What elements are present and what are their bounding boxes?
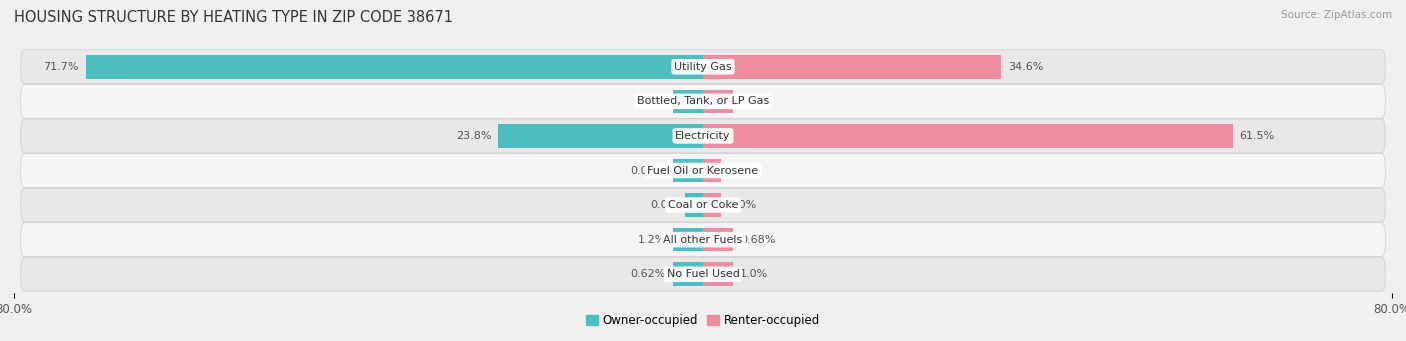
- Bar: [498, 124, 703, 148]
- Bar: [703, 55, 1001, 78]
- Text: 1.0%: 1.0%: [740, 269, 768, 279]
- Bar: [673, 159, 703, 182]
- Bar: [673, 263, 703, 286]
- Text: 34.6%: 34.6%: [1008, 62, 1043, 72]
- Text: All other Fuels: All other Fuels: [664, 235, 742, 244]
- Text: 0.62%: 0.62%: [631, 269, 666, 279]
- Text: 71.7%: 71.7%: [44, 62, 79, 72]
- Bar: [703, 263, 733, 286]
- Bar: [685, 193, 703, 217]
- Bar: [703, 228, 733, 251]
- FancyBboxPatch shape: [21, 84, 1385, 118]
- Text: 61.5%: 61.5%: [1240, 131, 1275, 141]
- Text: Electricity: Electricity: [675, 131, 731, 141]
- Text: 23.8%: 23.8%: [456, 131, 491, 141]
- Text: 0.0%: 0.0%: [650, 200, 678, 210]
- Bar: [703, 124, 1233, 148]
- FancyBboxPatch shape: [21, 223, 1385, 257]
- Text: 2.2%: 2.2%: [740, 97, 769, 106]
- Bar: [703, 193, 721, 217]
- FancyBboxPatch shape: [21, 188, 1385, 222]
- Legend: Owner-occupied, Renter-occupied: Owner-occupied, Renter-occupied: [581, 309, 825, 331]
- Text: Coal or Coke: Coal or Coke: [668, 200, 738, 210]
- FancyBboxPatch shape: [21, 119, 1385, 153]
- Text: Fuel Oil or Kerosene: Fuel Oil or Kerosene: [647, 165, 759, 176]
- Text: Source: ZipAtlas.com: Source: ZipAtlas.com: [1281, 10, 1392, 20]
- Text: 0.06%: 0.06%: [631, 165, 666, 176]
- Bar: [673, 228, 703, 251]
- FancyBboxPatch shape: [21, 153, 1385, 188]
- Bar: [703, 159, 721, 182]
- Bar: [86, 55, 703, 78]
- Text: Bottled, Tank, or LP Gas: Bottled, Tank, or LP Gas: [637, 97, 769, 106]
- Text: No Fuel Used: No Fuel Used: [666, 269, 740, 279]
- FancyBboxPatch shape: [21, 257, 1385, 291]
- Bar: [673, 90, 703, 113]
- Text: HOUSING STRUCTURE BY HEATING TYPE IN ZIP CODE 38671: HOUSING STRUCTURE BY HEATING TYPE IN ZIP…: [14, 10, 453, 25]
- FancyBboxPatch shape: [21, 50, 1385, 84]
- Text: 0.68%: 0.68%: [740, 235, 775, 244]
- Text: 0.0%: 0.0%: [728, 200, 756, 210]
- Text: 0.0%: 0.0%: [728, 165, 756, 176]
- Text: Utility Gas: Utility Gas: [675, 62, 731, 72]
- Text: 1.2%: 1.2%: [637, 235, 666, 244]
- Bar: [703, 90, 733, 113]
- Text: 2.7%: 2.7%: [637, 97, 666, 106]
